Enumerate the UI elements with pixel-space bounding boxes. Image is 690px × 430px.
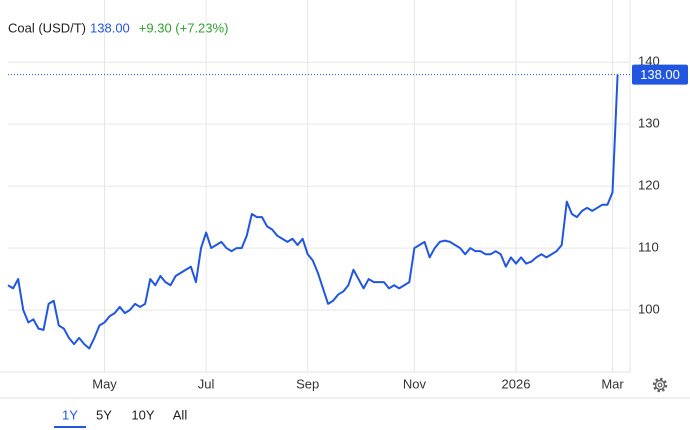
change: +9.30 (+7.23%) xyxy=(139,20,229,35)
y-tick-label: 120 xyxy=(638,178,660,193)
settings-button[interactable] xyxy=(652,377,668,393)
x-tick-label: May xyxy=(92,376,117,391)
range-button-label: 10Y xyxy=(131,407,154,422)
y-tick-label: 100 xyxy=(638,301,660,316)
range-button[interactable]: 1Y xyxy=(54,407,86,428)
range-button-label: 5Y xyxy=(96,407,112,422)
last-value-tag xyxy=(632,64,688,85)
x-tick-label: 2026 xyxy=(502,376,531,391)
y-tick-label: 130 xyxy=(638,116,660,131)
x-tick-label: Sep xyxy=(296,376,319,391)
gear xyxy=(657,382,663,388)
range-button-label: 1Y xyxy=(62,407,78,422)
range-button[interactable]: 5Y xyxy=(96,407,112,422)
range-button[interactable]: All xyxy=(173,407,188,422)
price: 138.00 xyxy=(90,20,130,35)
x-tick-label: Mar xyxy=(601,376,624,391)
last-value-label: 138.00 xyxy=(640,67,680,82)
x-tick-label: Nov xyxy=(403,376,427,391)
gear xyxy=(654,379,666,391)
y-tick-label: 110 xyxy=(638,240,659,255)
x-tick-label: Jul xyxy=(198,376,215,391)
range-button[interactable]: 10Y xyxy=(131,407,154,422)
range-button-label: All xyxy=(173,407,188,422)
chart-title: Coal (USD/T) xyxy=(8,20,86,35)
line xyxy=(7,74,619,350)
gear xyxy=(652,377,668,393)
